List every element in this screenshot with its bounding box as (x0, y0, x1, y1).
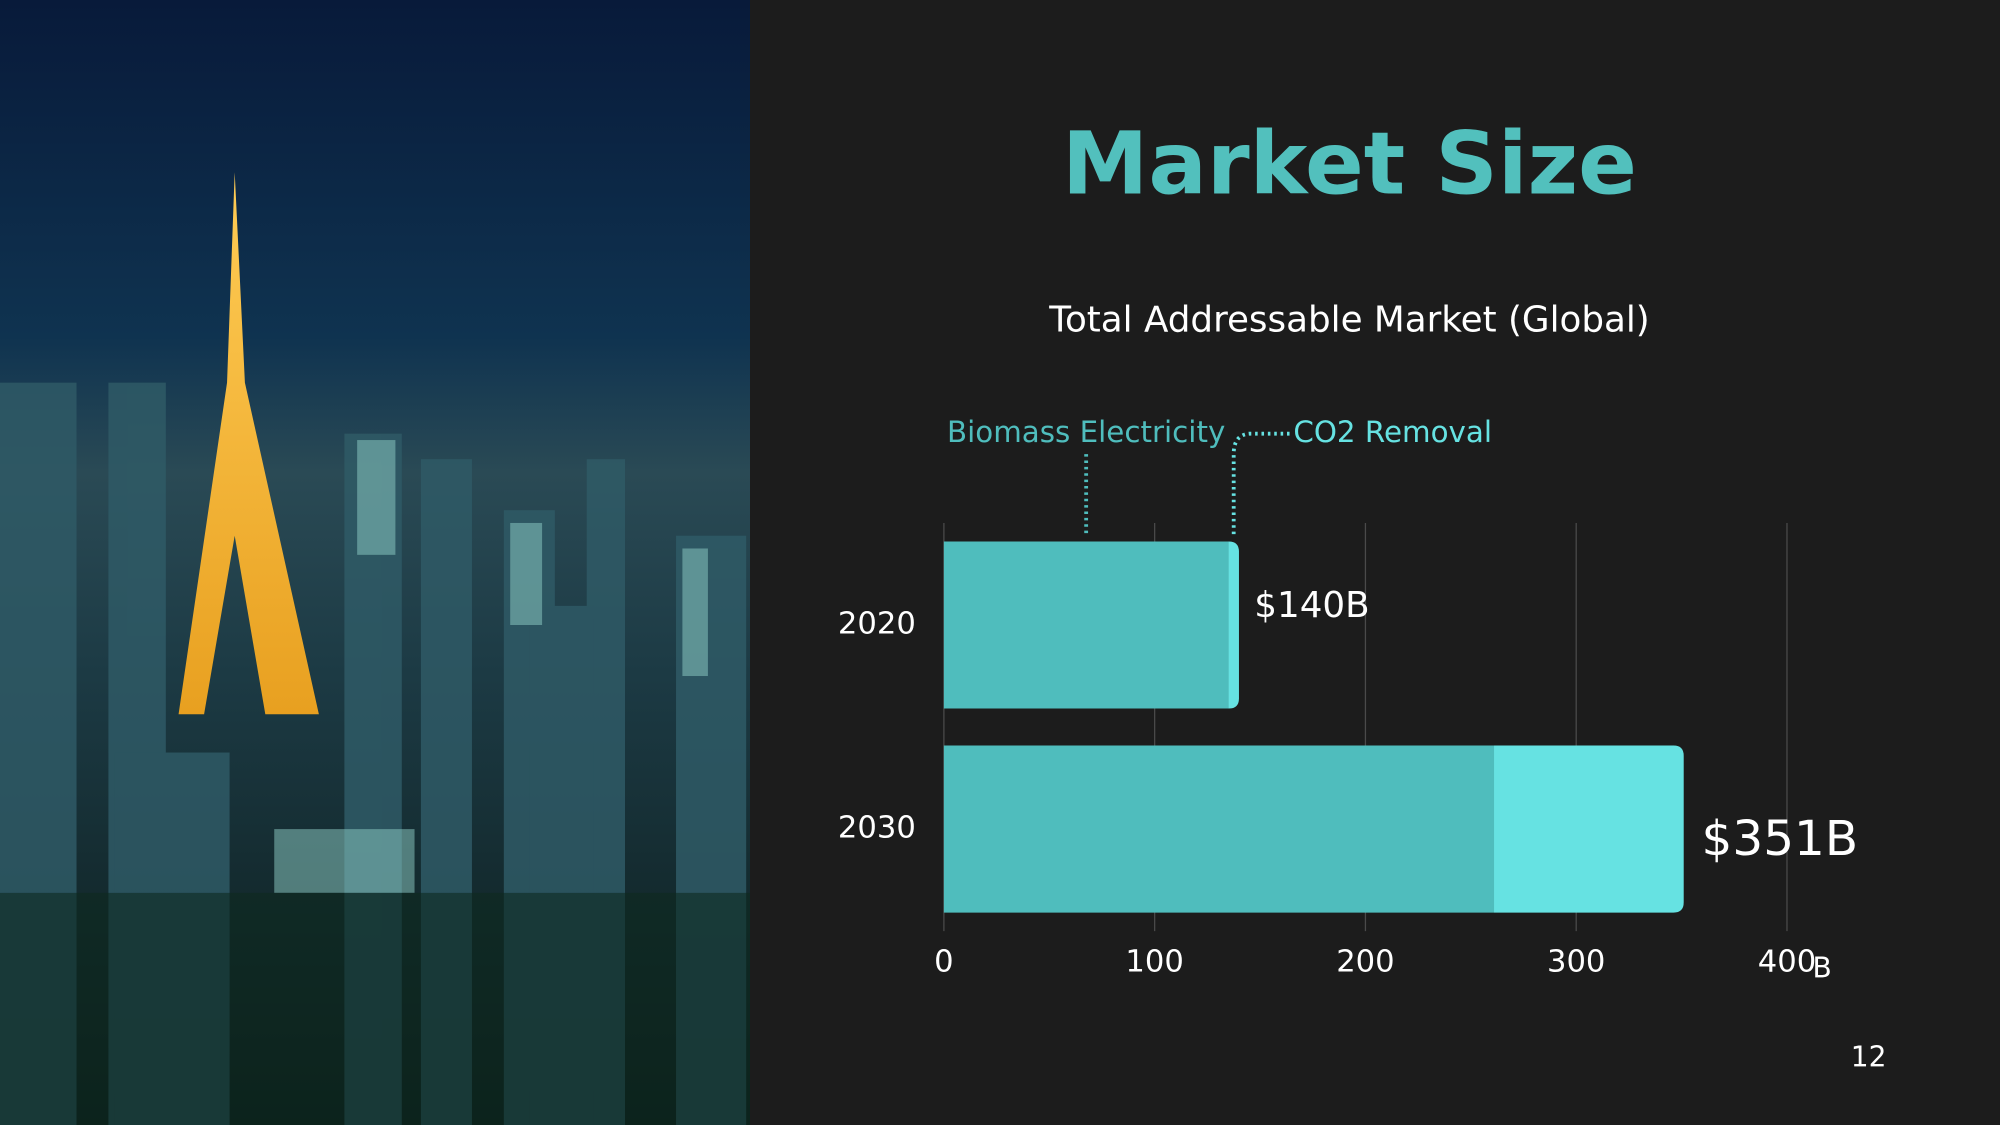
x-tick-label: 200 (1336, 945, 1394, 980)
subtitle: Total Addressable Market (Global) (1048, 299, 1650, 340)
bar-segment (943, 745, 1495, 913)
page-number: 12 (1851, 1041, 1887, 1074)
city-photo (0, 0, 750, 1125)
y-tick-label: 2020 (838, 607, 916, 642)
bar-segment (943, 541, 1229, 709)
x-tick-label: 100 (1125, 945, 1183, 980)
total-label: $140B (1254, 585, 1369, 626)
x-tick-label: 400 (1758, 945, 1816, 980)
legend-label: CO2 Removal (1293, 415, 1492, 449)
x-unit: B (1813, 951, 1832, 984)
y-tick-label: 2030 (838, 811, 916, 846)
legend-label: Biomass Electricity (947, 415, 1225, 449)
bar-segment (1228, 541, 1239, 709)
bar-segment (1494, 745, 1684, 913)
x-tick-label: 0 (934, 945, 953, 980)
title: Market Size (1062, 114, 1637, 215)
total-label: $351B (1702, 811, 1859, 867)
x-tick-label: 300 (1547, 945, 1605, 980)
leader-line (1231, 431, 1290, 537)
